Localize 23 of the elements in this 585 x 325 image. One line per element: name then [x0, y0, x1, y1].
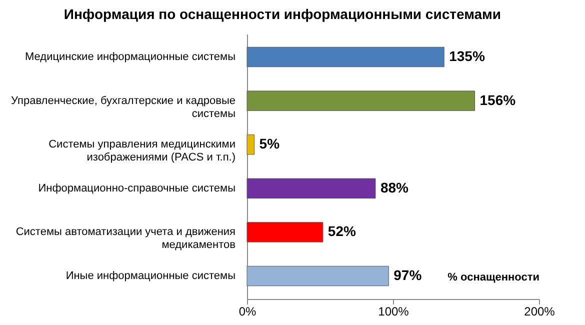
- y-tick-label: Медицинские информационные системы: [25, 50, 236, 63]
- bar: [246, 222, 324, 242]
- y-tick-label: Системы автоматизации учета и движения медикаментов: [16, 226, 236, 252]
- data-label: 135%: [449, 48, 486, 64]
- bar: [246, 178, 376, 199]
- y-tick-label: Управленческие, бухгалтерские и кадровые системы: [11, 94, 236, 120]
- bar: [246, 46, 444, 68]
- bar: [246, 266, 389, 286]
- chart-title: Информация по оснащенности информационными системами: [64, 6, 501, 22]
- bar: [246, 134, 255, 155]
- x-axis-title: % оснащенности: [448, 272, 540, 284]
- x-tick-label: 200%: [524, 304, 556, 318]
- bar: [246, 90, 476, 111]
- y-tick-label: Иные информационные системы: [66, 270, 236, 282]
- x-tick-label: 100%: [378, 304, 410, 318]
- data-label: 52%: [328, 223, 356, 240]
- data-label: 5%: [259, 136, 280, 152]
- data-label: 88%: [380, 179, 410, 196]
- y-tick-label: Информационно-справочные системы: [38, 182, 236, 194]
- y-tick-label: Системы управления медицинскими изображениями (PACS и т.п.): [48, 138, 236, 164]
- data-label: 156%: [480, 92, 516, 108]
- x-tick-label: 0%: [238, 304, 256, 318]
- data-label: 97%: [394, 267, 422, 284]
